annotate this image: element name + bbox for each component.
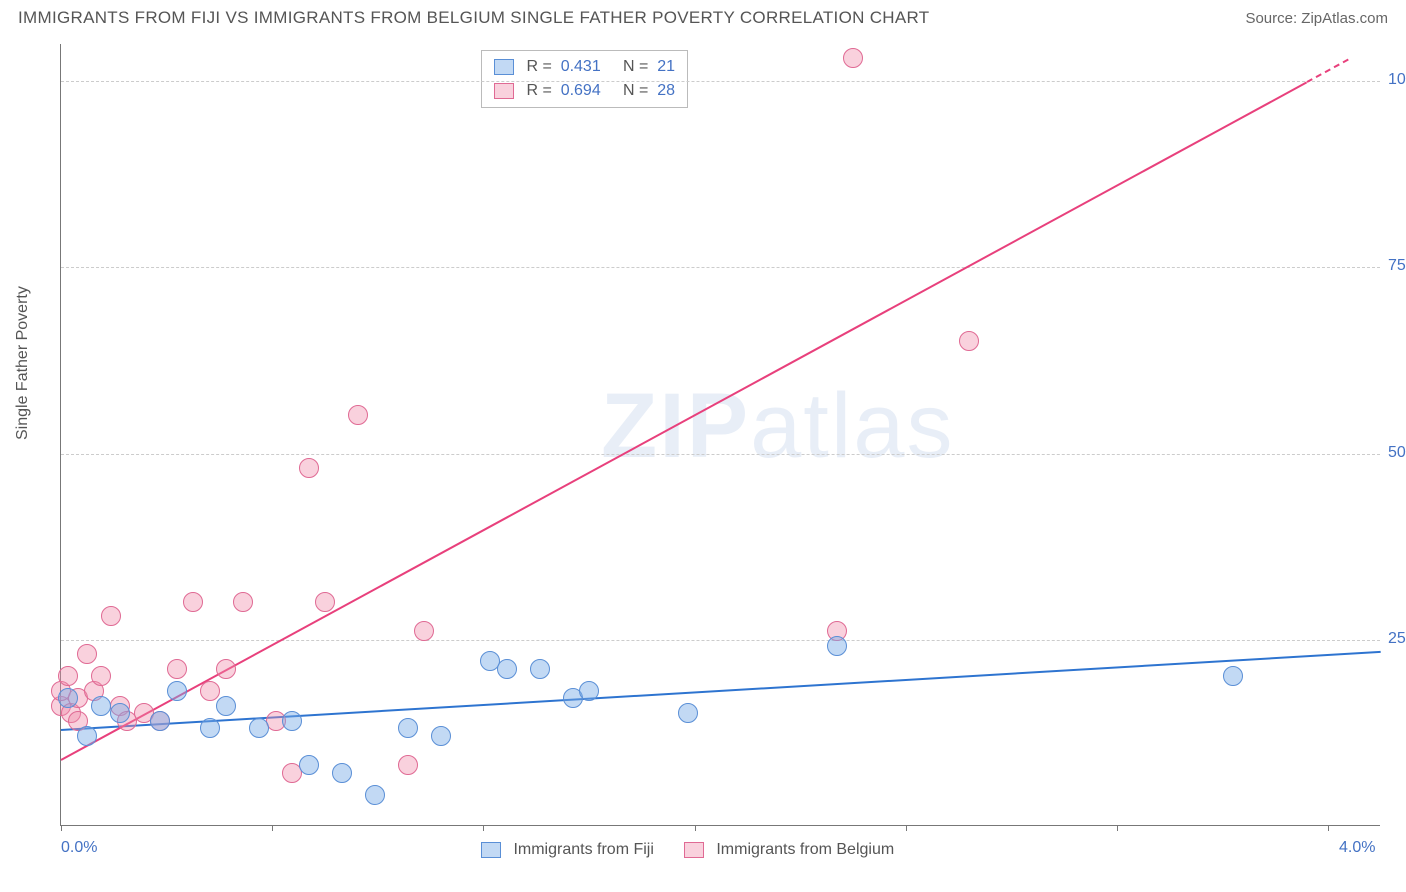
scatter-point bbox=[91, 666, 111, 686]
n-value-belgium: 28 bbox=[657, 82, 675, 99]
scatter-point bbox=[216, 659, 236, 679]
scatter-point bbox=[110, 703, 130, 723]
gridline bbox=[61, 267, 1380, 268]
scatter-point bbox=[414, 621, 434, 641]
scatter-point bbox=[299, 755, 319, 775]
scatter-point bbox=[167, 659, 187, 679]
scatter-point bbox=[167, 681, 187, 701]
scatter-point bbox=[332, 763, 352, 783]
scatter-point bbox=[959, 331, 979, 351]
y-tick-label: 50.0% bbox=[1388, 444, 1406, 462]
scatter-point bbox=[431, 726, 451, 746]
stats-row-belgium: R = 0.694 N = 28 bbox=[494, 79, 675, 103]
stats-legend: R = 0.431 N = 21 R = 0.694 N = 28 bbox=[481, 50, 688, 108]
scatter-point bbox=[200, 718, 220, 738]
scatter-point bbox=[1223, 666, 1243, 686]
x-tick-mark bbox=[483, 825, 484, 831]
x-tick-mark bbox=[272, 825, 273, 831]
scatter-point bbox=[497, 659, 517, 679]
scatter-point bbox=[398, 755, 418, 775]
x-tick-mark bbox=[906, 825, 907, 831]
scatter-point bbox=[58, 688, 78, 708]
stats-row-fiji: R = 0.431 N = 21 bbox=[494, 55, 675, 79]
scatter-point bbox=[348, 405, 368, 425]
legend-label-belgium: Immigrants from Belgium bbox=[716, 841, 894, 858]
scatter-point bbox=[77, 726, 97, 746]
scatter-point bbox=[530, 659, 550, 679]
legend-item-belgium: Immigrants from Belgium bbox=[684, 841, 894, 859]
scatter-chart: ZIPatlas R = 0.431 N = 21 R = 0.694 N = … bbox=[60, 44, 1380, 826]
n-value-fiji: 21 bbox=[657, 58, 675, 75]
scatter-point bbox=[579, 681, 599, 701]
r-value-belgium: 0.694 bbox=[561, 82, 601, 99]
source-label: Source: ZipAtlas.com bbox=[1245, 10, 1388, 27]
scatter-point bbox=[150, 711, 170, 731]
x-tick-label: 0.0% bbox=[61, 839, 97, 857]
scatter-point bbox=[101, 606, 121, 626]
scatter-point bbox=[398, 718, 418, 738]
r-label: R = bbox=[526, 58, 551, 75]
trendline-belgium bbox=[61, 81, 1308, 760]
gridline bbox=[61, 454, 1380, 455]
scatter-point bbox=[183, 592, 203, 612]
scatter-point bbox=[200, 681, 220, 701]
chart-title: IMMIGRANTS FROM FIJI VS IMMIGRANTS FROM … bbox=[18, 8, 929, 28]
trendline-belgium-dashed bbox=[1306, 59, 1348, 83]
gridline bbox=[61, 81, 1380, 82]
scatter-point bbox=[299, 458, 319, 478]
x-tick-mark bbox=[61, 825, 62, 831]
scatter-point bbox=[678, 703, 698, 723]
scatter-point bbox=[233, 592, 253, 612]
x-tick-mark bbox=[695, 825, 696, 831]
gridline bbox=[61, 640, 1380, 641]
swatch-belgium-icon bbox=[684, 842, 704, 858]
scatter-point bbox=[77, 644, 97, 664]
n-label: N = bbox=[623, 58, 648, 75]
swatch-fiji-icon bbox=[494, 59, 514, 75]
series-legend: Immigrants from Fiji Immigrants from Bel… bbox=[481, 841, 894, 859]
scatter-point bbox=[216, 696, 236, 716]
r-value-fiji: 0.431 bbox=[561, 58, 601, 75]
legend-item-fiji: Immigrants from Fiji bbox=[481, 841, 654, 859]
n-label: N = bbox=[623, 82, 648, 99]
x-tick-label: 4.0% bbox=[1339, 839, 1375, 857]
scatter-point bbox=[827, 636, 847, 656]
watermark: ZIPatlas bbox=[601, 374, 954, 479]
x-tick-mark bbox=[1117, 825, 1118, 831]
y-tick-label: 25.0% bbox=[1388, 630, 1406, 648]
y-tick-label: 100.0% bbox=[1388, 71, 1406, 89]
swatch-belgium-icon bbox=[494, 83, 514, 99]
scatter-point bbox=[365, 785, 385, 805]
x-tick-mark bbox=[1328, 825, 1329, 831]
scatter-point bbox=[58, 666, 78, 686]
y-tick-label: 75.0% bbox=[1388, 257, 1406, 275]
swatch-fiji-icon bbox=[481, 842, 501, 858]
scatter-point bbox=[282, 711, 302, 731]
scatter-point bbox=[843, 48, 863, 68]
legend-label-fiji: Immigrants from Fiji bbox=[513, 841, 653, 858]
scatter-point bbox=[249, 718, 269, 738]
y-axis-label: Single Father Poverty bbox=[14, 286, 32, 440]
r-label: R = bbox=[526, 82, 551, 99]
scatter-point bbox=[91, 696, 111, 716]
scatter-point bbox=[315, 592, 335, 612]
